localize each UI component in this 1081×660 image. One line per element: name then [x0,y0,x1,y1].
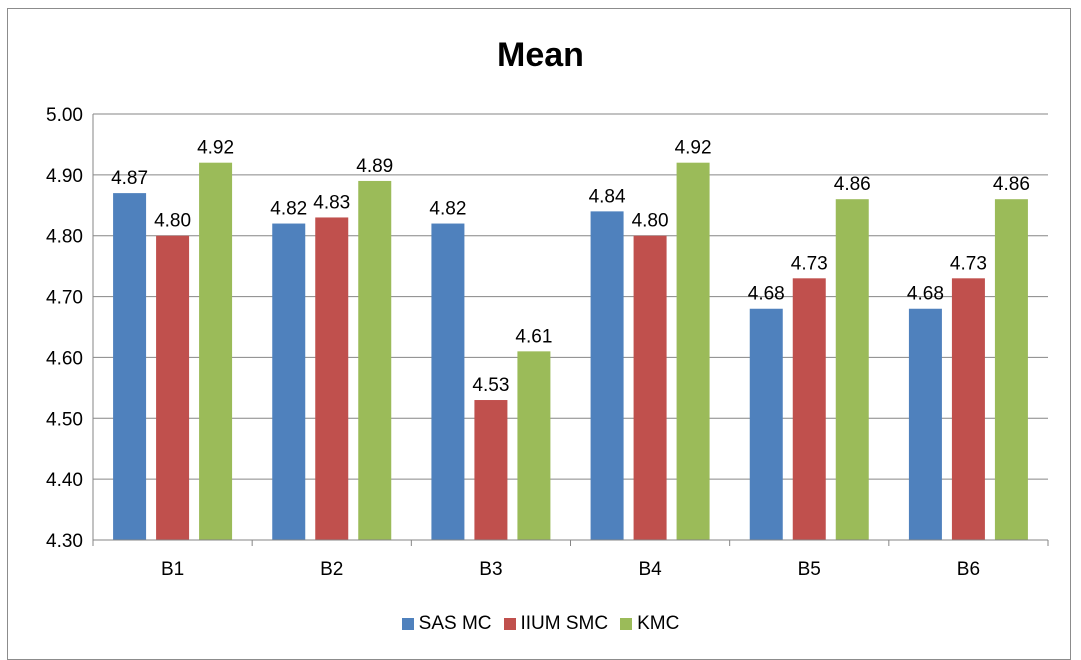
legend-label: IIUM SMC [520,613,609,634]
bar-b4-series-1 [590,211,624,540]
legend-label: KMC [637,613,680,634]
data-label: 4.73 [950,253,987,274]
data-label: 4.84 [589,186,626,207]
bar-b2-series-3 [358,180,392,540]
bar-b6-series-1 [908,308,942,540]
data-label: 4.53 [472,375,509,396]
data-label: 4.92 [675,138,712,159]
bar-b2-series-1 [272,223,306,541]
legend-item: SAS MC [401,613,492,635]
y-tick-label: 4.60 [46,348,83,369]
bar-b5-series-1 [749,308,783,540]
bar-b3-series-1 [431,223,465,541]
data-label: 4.68 [907,284,944,305]
bar-b3-series-3 [517,351,551,540]
data-label: 4.83 [313,192,350,213]
legend-swatch [620,618,633,630]
y-tick-label: 5.00 [46,105,83,126]
y-tick-label: 4.50 [46,409,83,430]
chart-title: Mean [497,36,584,74]
data-label: 4.86 [993,174,1030,195]
y-tick-label: 4.90 [46,166,83,187]
bar-b1-series-3 [199,162,233,540]
data-label: 4.80 [632,211,669,232]
bar-b6-series-2 [951,278,985,540]
data-label: 4.73 [791,253,828,274]
bar-b1-series-1 [113,193,147,540]
legend-swatch [401,618,414,630]
y-tick-label: 4.70 [46,288,83,309]
bar-b1-series-2 [156,235,190,540]
data-label: 4.89 [356,156,393,177]
data-label: 4.87 [111,168,148,189]
legend-item: KMC [620,613,679,635]
bar-b5-series-2 [792,278,826,540]
bar-b6-series-3 [994,199,1028,540]
x-tick-label: B2 [320,559,343,580]
x-tick-label: B4 [638,559,662,580]
legend-swatch [503,618,516,630]
bar-b4-series-2 [633,235,667,540]
data-label: 4.61 [515,326,552,347]
data-label: 4.82 [429,199,466,220]
x-tick-label: B5 [798,559,821,580]
y-tick-label: 4.30 [46,531,83,552]
bar-b4-series-3 [676,162,710,540]
y-tick-label: 4.40 [46,470,83,491]
data-label: 4.82 [270,199,307,220]
x-tick-label: B1 [161,559,184,580]
y-tick-label: 4.80 [46,227,83,248]
chart-legend: SAS MC IIUM SMC KMC [0,613,1081,635]
bar-b3-series-2 [474,400,508,540]
legend-label: SAS MC [418,613,492,634]
data-label: 4.92 [197,138,234,159]
bar-b2-series-2 [315,217,349,540]
x-tick-label: B6 [957,559,980,580]
data-label: 4.80 [154,211,191,232]
data-label: 4.68 [748,284,785,305]
x-tick-label: B3 [479,559,502,580]
data-label: 4.86 [834,174,871,195]
legend-item: IIUM SMC [503,613,609,635]
bar-b5-series-3 [835,199,869,540]
